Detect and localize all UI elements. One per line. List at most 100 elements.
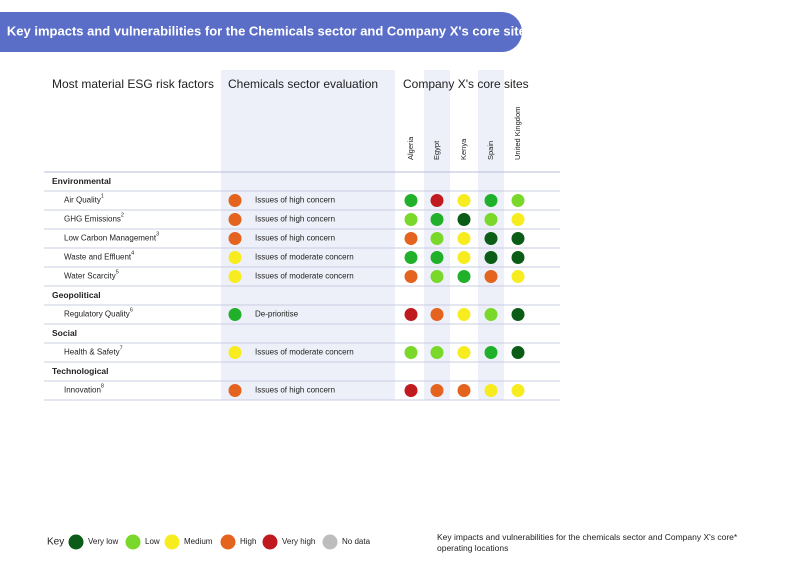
label-text: Water Scarcity	[64, 272, 116, 281]
site-dot	[511, 232, 525, 245]
header-title: Key impacts and vulnerabilities for the …	[7, 23, 533, 38]
site-dot	[484, 270, 498, 283]
header-band	[0, 12, 522, 52]
key-label: Low	[145, 537, 160, 546]
evaluation-text: Issues of moderate concern	[255, 253, 354, 262]
site-dot	[457, 213, 471, 226]
site-name: Algeria	[406, 136, 415, 160]
section-title: Technological	[52, 366, 109, 376]
site-dot	[404, 270, 418, 283]
key-dot	[262, 534, 278, 550]
site-dot	[430, 308, 444, 321]
site-dot	[430, 270, 444, 283]
row-label: Low Carbon Management3	[64, 232, 159, 243]
site-dot	[430, 194, 444, 207]
site-dot	[404, 308, 418, 321]
footnote: Key impacts and vulnerabilities for the …	[437, 532, 738, 553]
key-title: Key	[47, 537, 64, 548]
site-dot	[484, 232, 498, 245]
site-dot	[430, 213, 444, 226]
site-name: Egypt	[432, 140, 441, 160]
label-text: Waste and Effluent	[64, 253, 132, 262]
site-dot	[484, 213, 498, 226]
evaluation-text: Issues of high concern	[255, 234, 335, 243]
key-label: Very high	[282, 537, 315, 546]
section-title: Environmental	[52, 176, 111, 186]
site-name: Kenya	[459, 138, 468, 160]
row-label: Regulatory Quality6	[64, 308, 133, 319]
site-dot	[484, 251, 498, 264]
row-label: Health & Safety7	[64, 346, 123, 357]
label-text: Health & Safety	[64, 348, 120, 357]
site-dot	[511, 251, 525, 264]
key-label: Very low	[88, 537, 118, 546]
key-dot	[322, 534, 338, 550]
site-dot	[457, 308, 471, 321]
evaluation-dot	[228, 232, 242, 245]
label-note: 1	[101, 194, 104, 200]
site-dot	[511, 346, 525, 359]
column-shade	[221, 70, 395, 400]
site-dot	[511, 194, 525, 207]
label-note: 6	[130, 308, 133, 314]
column-header: Company X's core sites	[403, 77, 529, 91]
site-dot	[404, 251, 418, 264]
site-dot	[511, 213, 525, 226]
label-note: 5	[116, 270, 119, 276]
evaluation-text: Issues of moderate concern	[255, 348, 354, 357]
evaluation-text: De-prioritise	[255, 310, 299, 319]
site-dot	[404, 384, 418, 397]
label-text: Regulatory Quality	[64, 310, 130, 319]
key-label: High	[240, 537, 256, 546]
section-title: Social	[52, 328, 77, 338]
evaluation-dot	[228, 346, 242, 359]
site-dot	[430, 232, 444, 245]
row-label: Innovation8	[64, 384, 104, 395]
site-name: Spain	[486, 141, 495, 160]
label-note: 8	[101, 384, 104, 390]
row-label: GHG Emissions2	[64, 213, 124, 224]
label-text: Low Carbon Management	[64, 234, 157, 243]
evaluation-text: Issues of high concern	[255, 196, 335, 205]
site-dot	[484, 194, 498, 207]
key-dot	[220, 534, 236, 550]
site-dot	[484, 308, 498, 321]
evaluation-text: Issues of moderate concern	[255, 272, 354, 281]
site-dot	[430, 251, 444, 264]
site-dot	[457, 384, 471, 397]
site-dot	[404, 213, 418, 226]
site-dot	[511, 270, 525, 283]
key-dot	[164, 534, 180, 550]
evaluation-dot	[228, 251, 242, 264]
site-dot	[457, 251, 471, 264]
evaluation-dot	[228, 308, 242, 321]
evaluation-dot	[228, 384, 242, 397]
label-note: 4	[131, 251, 134, 257]
site-dot	[457, 232, 471, 245]
site-dot	[457, 194, 471, 207]
site-dot	[430, 384, 444, 397]
column-header: Chemicals sector evaluation	[228, 77, 378, 91]
key-dot	[68, 534, 84, 550]
site-dot	[457, 270, 471, 283]
evaluation-dot	[228, 213, 242, 226]
label-text: Innovation	[64, 386, 101, 395]
label-text: Air Quality	[64, 196, 101, 205]
site-dot	[484, 384, 498, 397]
key-label: No data	[342, 537, 371, 546]
site-dot	[430, 346, 444, 359]
row-label: Waste and Effluent4	[64, 251, 134, 262]
column-header: Most material ESG risk factors	[52, 77, 214, 91]
key-dot	[125, 534, 141, 550]
label-text: GHG Emissions	[64, 215, 121, 224]
row-label: Water Scarcity5	[64, 270, 119, 281]
label-note: 3	[156, 232, 159, 238]
evaluation-text: Issues of high concern	[255, 386, 335, 395]
section-title: Geopolitical	[52, 290, 101, 300]
site-dot	[457, 346, 471, 359]
evaluation-dot	[228, 194, 242, 207]
label-note: 2	[121, 213, 124, 219]
key-label: Medium	[184, 537, 213, 546]
